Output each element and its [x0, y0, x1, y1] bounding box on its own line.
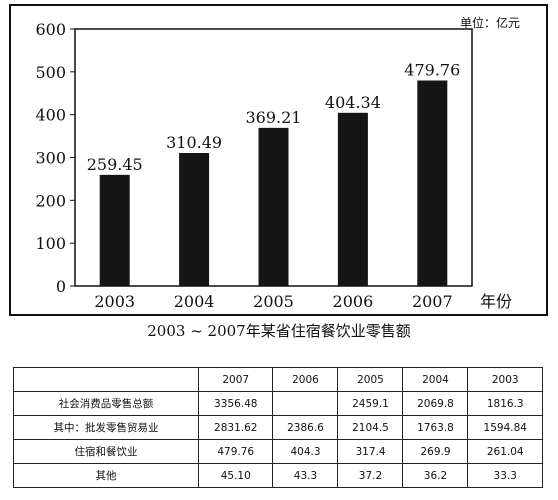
- table-cell: 36.2: [402, 463, 469, 488]
- x-tick-label: 2004: [174, 292, 215, 311]
- bar-chart: 0 100 200 300 400 500 600 259.45 2003 310.49 2004 3…: [9, 4, 548, 316]
- bar: [337, 112, 368, 286]
- data-table: 2007 2006 2005 2004 2003 社会消费品零售总额 3356.…: [13, 367, 543, 488]
- y-tick-label: 200: [35, 191, 66, 210]
- table-cell: 33.3: [467, 463, 543, 488]
- table-cell: 404.3: [272, 439, 339, 464]
- table-header-row: 2007 2006 2005 2004 2003: [13, 367, 543, 392]
- table-header-cell: 2007: [197, 367, 274, 392]
- table-cell: 2069.8: [402, 391, 469, 416]
- chart-title: 2003 ~ 2007年某省住宿餐饮业零售额: [147, 322, 411, 340]
- table-cell: [272, 391, 339, 416]
- table-cell: 2459.1: [337, 391, 404, 416]
- table-cell: 261.04: [467, 439, 543, 464]
- row-label: 社会消费品零售总额: [13, 391, 199, 416]
- table-row: 社会消费品零售总额 3356.48 2459.1 2069.8 1816.3: [13, 391, 543, 416]
- y-tick-label: 0: [56, 277, 66, 296]
- row-label: 住宿和餐饮业: [13, 439, 199, 464]
- table-cell: 1816.3: [467, 391, 543, 416]
- table-row: 其中：批发零售贸易业 2831.62 2386.6 2104.5 1763.8 …: [13, 415, 543, 440]
- table-row: 其他 45.10 43.3 37.2 36.2 33.3: [13, 463, 543, 488]
- bar-value-label: 479.76: [404, 61, 460, 80]
- chart-border: [9, 4, 548, 316]
- table-cell: 37.2: [337, 463, 404, 488]
- x-tick-label: 2005: [253, 292, 294, 311]
- bar-value-label: 404.34: [325, 93, 381, 112]
- table-header-cell: 2006: [272, 367, 339, 392]
- y-tick-label: 500: [35, 63, 66, 82]
- y-tick-label: 300: [35, 149, 66, 168]
- table-cell: 269.9: [402, 439, 469, 464]
- table-cell: 479.76: [197, 439, 274, 464]
- bar: [417, 80, 448, 286]
- table-header-cell: 2003: [467, 367, 543, 392]
- bar-value-label: 259.45: [87, 155, 143, 174]
- x-axis-title: 年份: [480, 292, 512, 311]
- x-tick-label: 2006: [333, 292, 374, 311]
- table-cell: 2831.62: [197, 415, 274, 440]
- table-cell: 3356.48: [197, 391, 274, 416]
- table-cell: 43.3: [272, 463, 339, 488]
- table-cell: 45.10: [197, 463, 274, 488]
- x-tick-label: 2003: [94, 292, 135, 311]
- chart-frame: 0 100 200 300 400 500 600 259.45 2003 310.49 2004 3…: [9, 4, 548, 316]
- bar: [258, 127, 289, 287]
- table-cell: 2386.6: [272, 415, 339, 440]
- bar-value-label: 310.49: [166, 133, 222, 152]
- bar: [99, 174, 130, 286]
- table-header-cell: 2005: [337, 367, 404, 392]
- y-tick-label: 600: [35, 20, 66, 39]
- unit-label: 单位：亿元: [459, 16, 520, 30]
- bar: [179, 153, 210, 286]
- x-tick-label: 2007: [412, 292, 453, 311]
- table-corner-cell: [13, 367, 199, 392]
- table-header-cell: 2004: [402, 367, 469, 392]
- table-cell: 317.4: [337, 439, 404, 464]
- table-cell: 1763.8: [402, 415, 469, 440]
- bar-value-label: 369.21: [246, 108, 302, 127]
- table-row: 住宿和餐饮业 479.76 404.3 317.4 269.9 261.04: [13, 439, 543, 464]
- y-tick-label: 400: [35, 106, 66, 125]
- row-label: 其中：批发零售贸易业: [13, 415, 199, 440]
- y-tick-label: 100: [35, 234, 66, 253]
- table-cell: 2104.5: [337, 415, 404, 440]
- table-cell: 1594.84: [467, 415, 543, 440]
- row-label: 其他: [13, 463, 199, 488]
